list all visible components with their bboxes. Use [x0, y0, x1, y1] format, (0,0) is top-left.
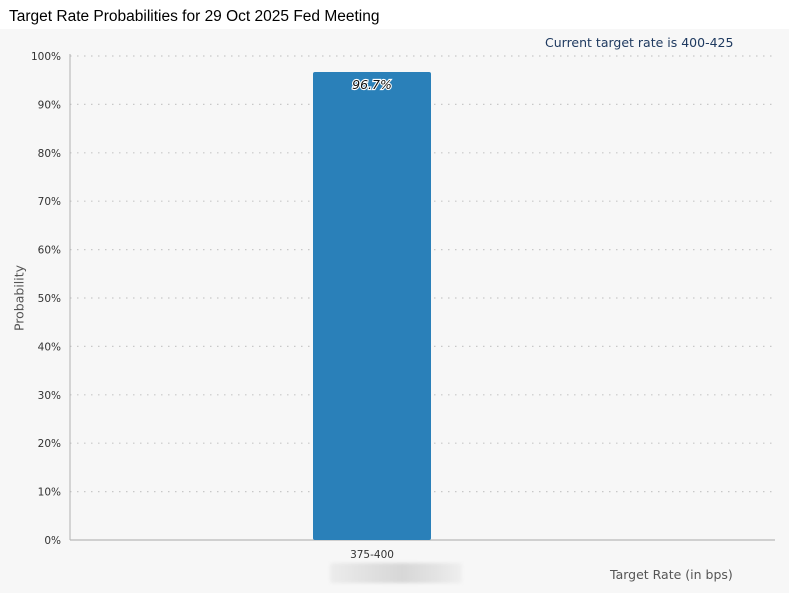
- bar-chart: 0% 10% 20% 30% 40% 50% 60% 70% 80% 90% 100% 96.7% 37…: [31, 51, 775, 561]
- y-tick-label: 60%: [38, 245, 61, 257]
- y-tick-label: 20%: [38, 438, 61, 450]
- y-axis-title: Probability: [11, 264, 27, 332]
- y-tick-label: 100%: [31, 51, 61, 63]
- chart-panel: 0% 10% 20% 30% 40% 50% 60% 70% 80% 90% 100% 96.7% 37…: [0, 29, 789, 593]
- bar: [313, 71, 431, 541]
- y-tick-label: 80%: [38, 148, 61, 160]
- y-tick-label: 70%: [38, 196, 61, 208]
- x-axis-title: Target Rate (in bps): [610, 567, 733, 582]
- y-tick-label: 10%: [38, 487, 61, 499]
- x-tick-label: 375-400: [350, 549, 394, 561]
- redacted-watermark: [330, 563, 462, 583]
- y-tick-label: 40%: [38, 341, 61, 353]
- y-tick-label: 90%: [38, 99, 61, 111]
- current-target-rate-label: Current target rate is 400-425: [545, 35, 734, 50]
- y-tick-label: 50%: [38, 293, 61, 305]
- data-label: 96.7%: [352, 77, 392, 92]
- page-title: Target Rate Probabilities for 29 Oct 202…: [9, 8, 380, 25]
- y-tick-label: 0%: [44, 535, 61, 547]
- y-tick-label: 30%: [38, 390, 61, 402]
